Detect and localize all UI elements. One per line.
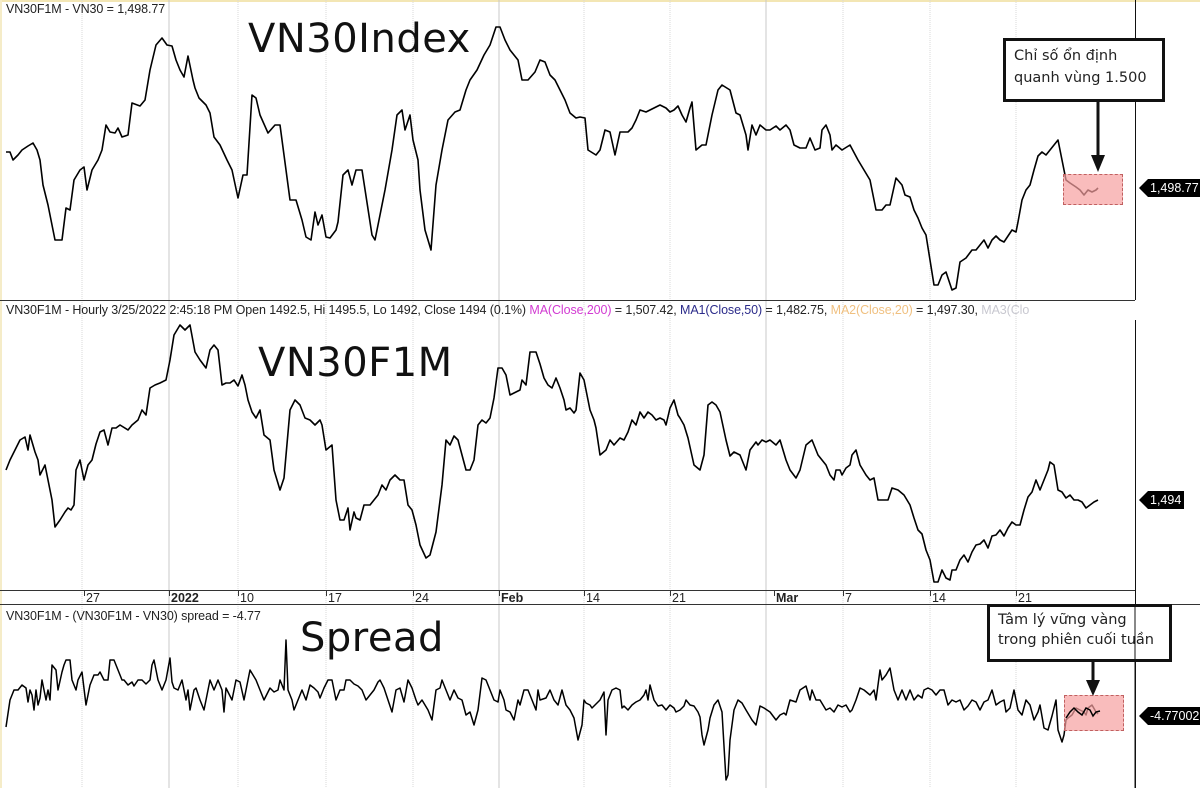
xtick: 21 [1016, 591, 1032, 605]
xtick: Mar [773, 591, 799, 605]
xaxis-top-line [0, 590, 1135, 591]
vn30-callout-line2: quanh vùng 1.500 [1014, 70, 1147, 86]
vn30-callout-line1: Chỉ số ổn định [1014, 48, 1118, 64]
ma50-label: MA1(Close,50) [680, 303, 763, 317]
ma50-value: = 1,482.75, [762, 303, 831, 317]
ma200-value: = 1,507.42, [611, 303, 680, 317]
vn30-panel-title: VN30Index [248, 16, 471, 62]
top-border [0, 0, 1200, 2]
xtick: 14 [584, 591, 600, 605]
xtick: 17 [326, 591, 342, 605]
xtick: 14 [930, 591, 946, 605]
vn30-index-line [6, 26, 1099, 291]
spread-panel-title: Spread [300, 615, 444, 661]
xtick: 2022 [169, 591, 199, 605]
panel-divider-1 [0, 300, 1200, 301]
vn30f1m-line [5, 324, 1099, 583]
ma3-label: MA3(Clo [981, 303, 1030, 317]
vn30-last-price-tag: 1,498.77 [1139, 179, 1200, 197]
vn30f1m-panel-header: VN30F1M - Hourly 3/25/2022 2:45:18 PM Op… [6, 303, 1029, 317]
left-border [0, 0, 2, 788]
spread-callout-line2: trong phiên cuối tuần [998, 632, 1154, 648]
header-mask [1135, 300, 1200, 320]
spread-callout: Tâm lý vững vàng trong phiên cuối tuần [987, 604, 1172, 662]
vn30-highlight-box [1063, 174, 1123, 205]
ma200-label: MA(Close,200) [529, 303, 612, 317]
xtick: 7 [843, 591, 852, 605]
xtick: 21 [670, 591, 686, 605]
xtick: 27 [84, 591, 100, 605]
vn30f1m-last-price-tag: 1,494 [1138, 491, 1185, 509]
spread-highlight-box [1064, 695, 1124, 731]
spread-last-value-tag: -4.77002 [1138, 707, 1200, 725]
ohlc-info: VN30F1M - Hourly 3/25/2022 2:45:18 PM Op… [6, 303, 530, 317]
xtick: 24 [413, 591, 429, 605]
vn30-panel-header: VN30F1M - VN30 = 1,498.77 [6, 2, 166, 16]
ma20-value: = 1,497.30, [912, 303, 982, 317]
ma20-label: MA2(Close,20) [830, 303, 913, 317]
spread-line [5, 639, 1099, 781]
spread-callout-line1: Tâm lý vững vàng [998, 612, 1127, 628]
x-axis: 27 2022 10 17 24 Feb 14 21 Mar 7 14 21 [0, 590, 1135, 605]
vn30-callout: Chỉ số ổn định quanh vùng 1.500 [1003, 38, 1165, 102]
price-axis-line [1135, 0, 1136, 788]
gridlines [81, 0, 1017, 788]
panel-divider-2 [0, 604, 1200, 605]
xtick: 10 [238, 591, 254, 605]
spread-panel-header: VN30F1M - (VN30F1M - VN30) spread = -4.7… [6, 609, 261, 623]
vn30f1m-panel-title: VN30F1M [258, 340, 453, 386]
xtick: Feb [498, 591, 524, 605]
